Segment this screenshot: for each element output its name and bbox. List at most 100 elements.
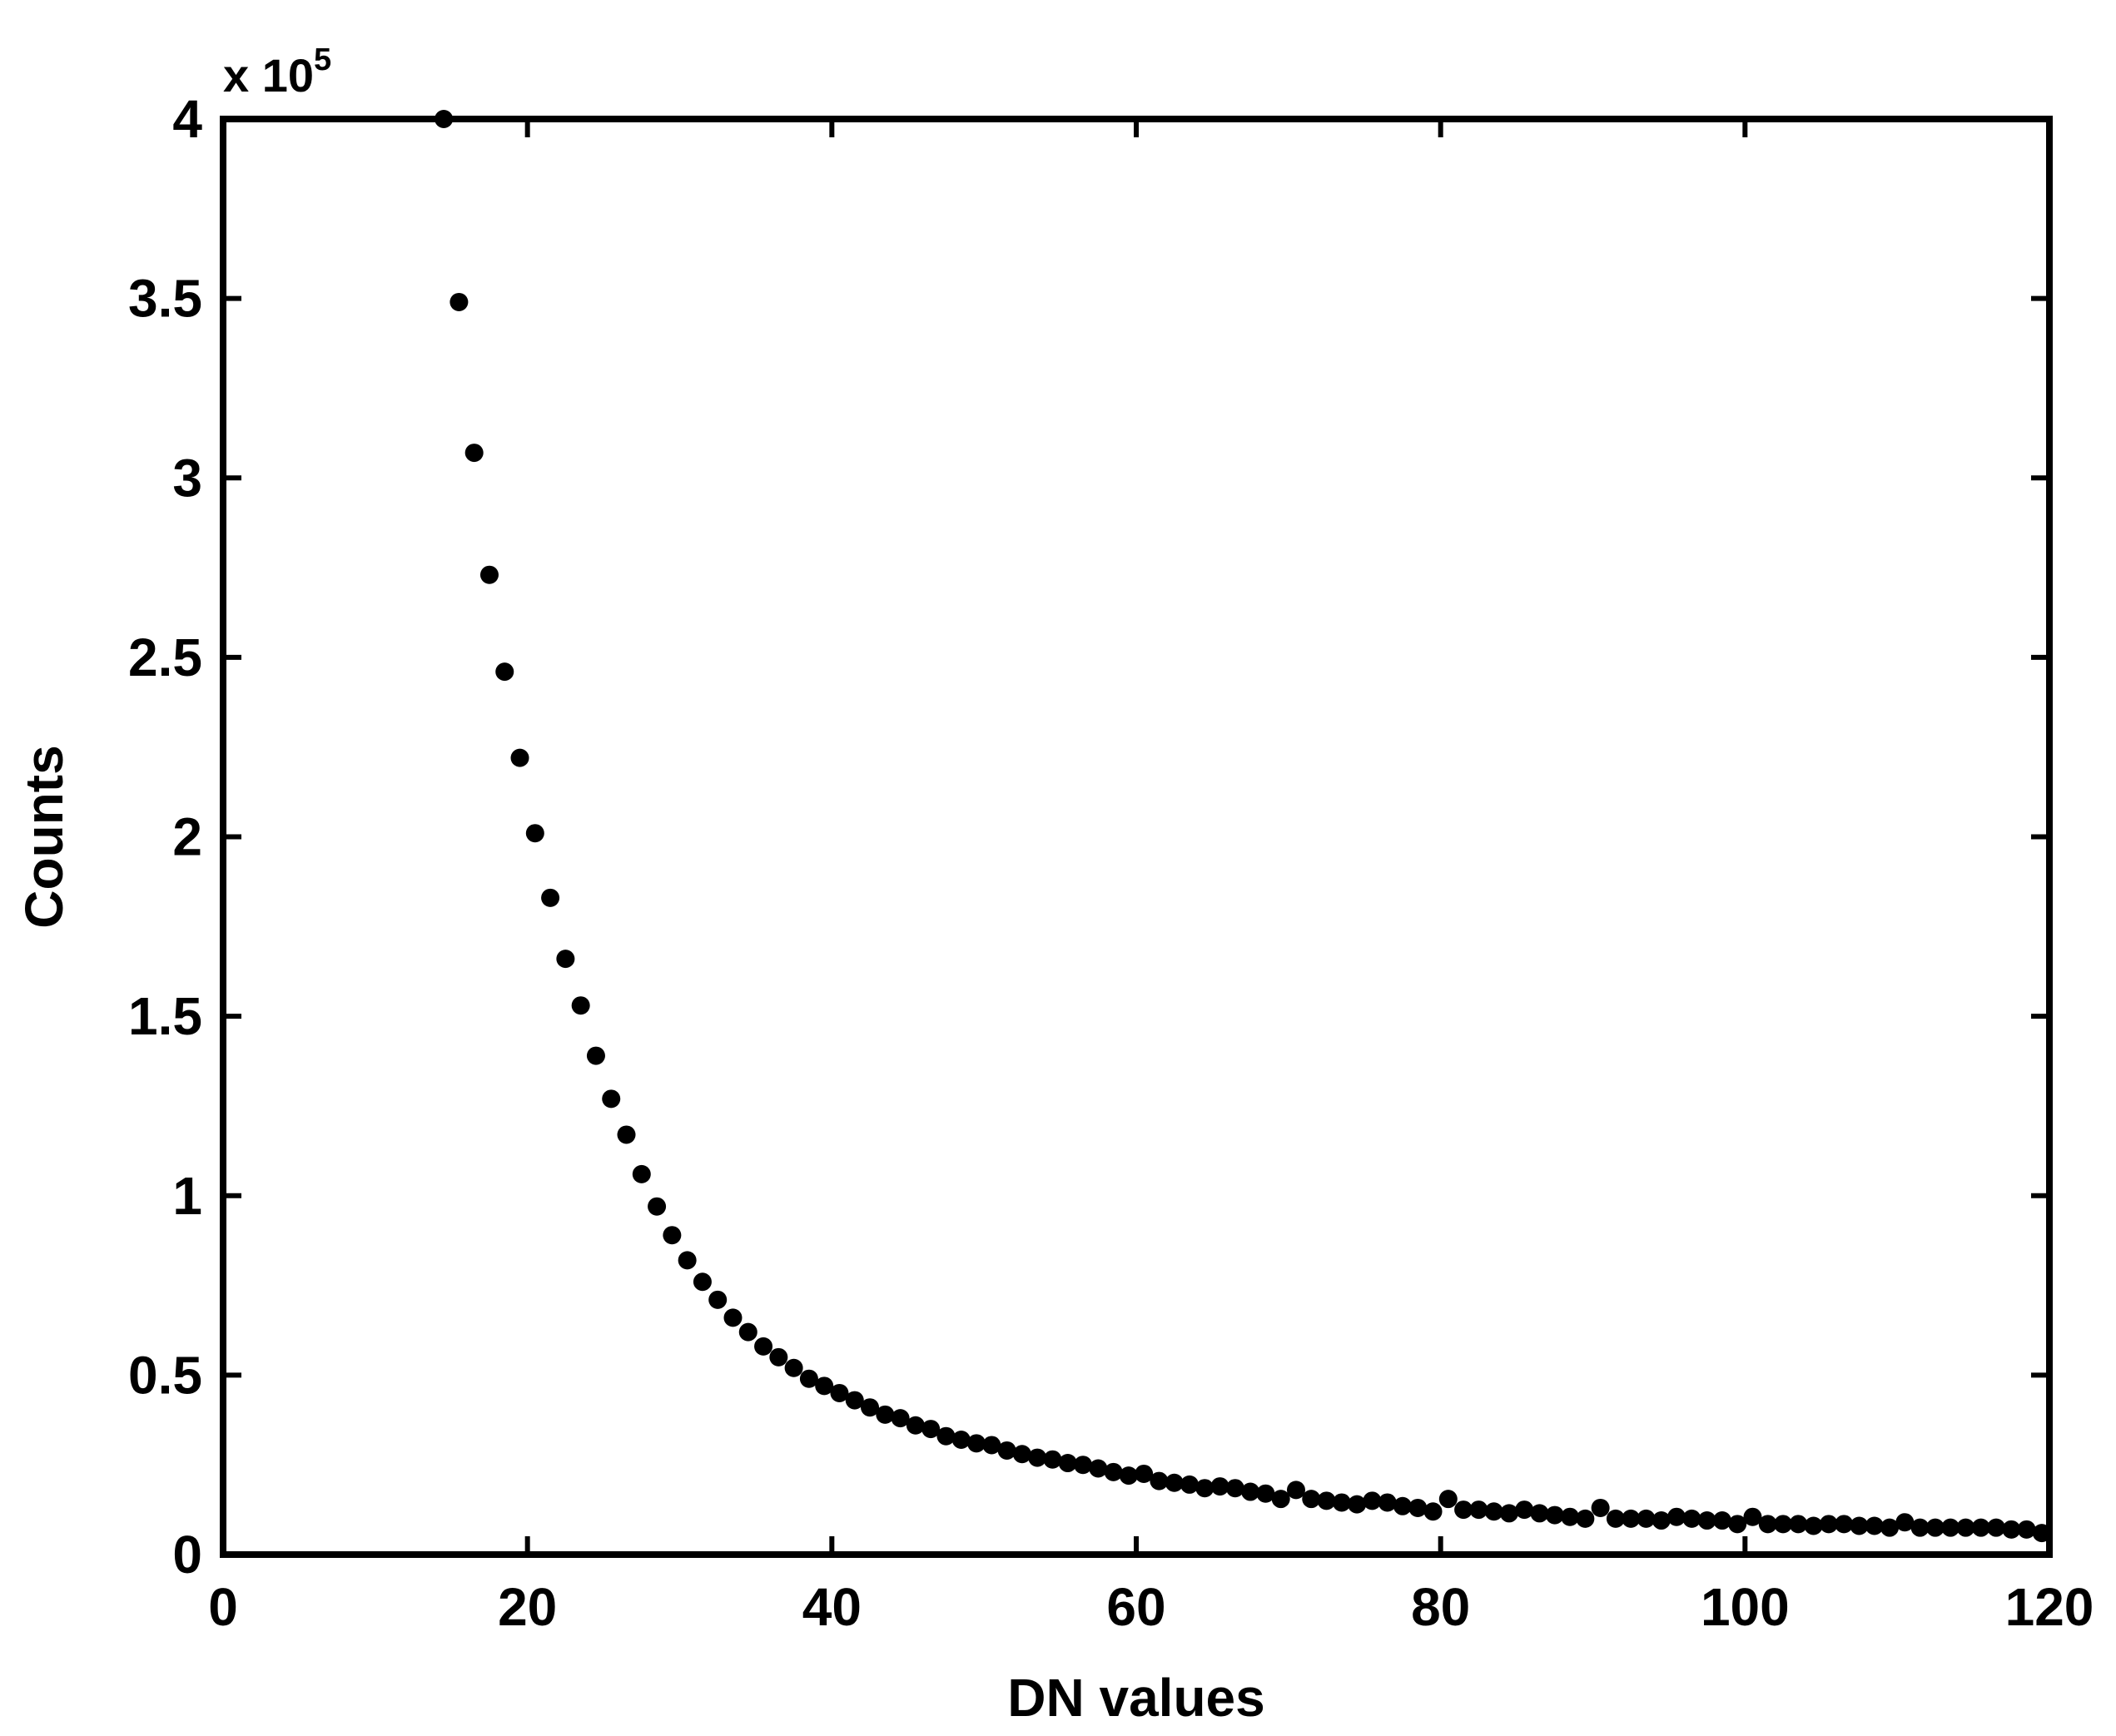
data-point	[1774, 1515, 1793, 1534]
data-point	[1697, 1511, 1716, 1530]
data-point	[479, 565, 499, 584]
y-tick-label: 2.5	[128, 627, 202, 687]
data-point	[906, 1416, 925, 1435]
data-point	[586, 1046, 605, 1065]
data-point	[1591, 1498, 1610, 1517]
data-point	[1180, 1475, 1199, 1494]
data-point	[1652, 1511, 1671, 1530]
data-point	[1530, 1504, 1549, 1523]
data-point	[876, 1405, 895, 1424]
data-point	[556, 950, 575, 969]
data-point	[1622, 1509, 1641, 1528]
data-point	[1743, 1507, 1762, 1526]
y-tick-label: 3	[172, 448, 202, 508]
data-point	[1286, 1481, 1305, 1500]
data-point	[1012, 1445, 1031, 1464]
exponent-base: x 10	[223, 49, 314, 102]
x-tick-label: 60	[1106, 1577, 1165, 1637]
data-point	[951, 1431, 971, 1449]
data-point	[2002, 1520, 2021, 1539]
data-point	[663, 1226, 682, 1245]
data-point	[1941, 1518, 1960, 1537]
y-tick-label: 0.5	[128, 1345, 202, 1405]
data-point	[708, 1290, 728, 1309]
y-tick-label: 3.5	[128, 269, 202, 329]
data-point	[571, 996, 590, 1015]
data-point	[1256, 1484, 1275, 1503]
data-point	[2017, 1520, 2036, 1539]
data-point	[1758, 1515, 1777, 1534]
data-point	[1241, 1482, 1260, 1501]
y-tick-label: 2	[172, 807, 202, 867]
y-tick-label: 0	[172, 1525, 202, 1585]
data-point	[1302, 1490, 1321, 1509]
data-point	[1104, 1462, 1123, 1481]
y-tick-label: 4	[172, 89, 202, 149]
data-point	[1606, 1509, 1625, 1528]
data-point	[541, 888, 560, 907]
data-point	[723, 1308, 743, 1327]
data-point	[921, 1420, 941, 1439]
x-tick-label: 20	[498, 1577, 557, 1637]
data-point	[525, 824, 544, 843]
data-point	[1789, 1515, 1808, 1534]
data-point	[1515, 1500, 1534, 1520]
x-axis-label: DN values	[1007, 1668, 1264, 1728]
data-point	[1438, 1490, 1458, 1509]
data-point	[754, 1337, 773, 1356]
data-point	[1150, 1471, 1169, 1490]
data-point	[799, 1369, 818, 1388]
y-tick-label: 1.5	[128, 986, 202, 1046]
data-point	[450, 292, 469, 311]
data-point	[1712, 1511, 1731, 1530]
data-point	[1545, 1505, 1564, 1525]
data-point	[1043, 1450, 1062, 1469]
data-point	[769, 1347, 788, 1366]
data-point	[1895, 1513, 1915, 1532]
data-point	[1363, 1491, 1382, 1510]
tick-labels: 0 20 40 60 80 100 120 0 0.5 1 1.5 2 2.5 3 3.5 4	[128, 89, 2094, 1637]
data-point	[1835, 1515, 1854, 1534]
data-point	[495, 662, 514, 682]
data-point	[1332, 1493, 1351, 1512]
data-point	[1423, 1502, 1443, 1521]
data-point	[1576, 1509, 1595, 1528]
data-point	[1089, 1459, 1108, 1478]
data-point	[1667, 1507, 1686, 1526]
data-points	[435, 110, 2051, 1543]
data-point	[1819, 1515, 1838, 1534]
data-point	[1910, 1518, 1930, 1537]
data-point	[784, 1358, 803, 1377]
data-point	[1408, 1498, 1428, 1517]
data-point	[1378, 1493, 1397, 1512]
data-point	[1682, 1509, 1701, 1528]
data-point	[1880, 1518, 1900, 1537]
data-point	[1925, 1518, 1945, 1537]
data-point	[830, 1383, 849, 1402]
data-point	[1393, 1496, 1412, 1515]
data-point	[982, 1436, 1001, 1455]
data-point	[997, 1441, 1016, 1460]
data-point	[1637, 1509, 1656, 1528]
x-tick-label: 100	[1701, 1577, 1790, 1637]
data-point	[1971, 1518, 1990, 1537]
data-point	[1210, 1477, 1229, 1496]
data-point	[1987, 1518, 2006, 1537]
data-point	[617, 1125, 636, 1144]
data-point	[1956, 1518, 1975, 1537]
data-point	[738, 1322, 757, 1342]
data-point	[1058, 1454, 1077, 1473]
data-point	[861, 1398, 880, 1417]
data-point	[1484, 1502, 1503, 1521]
data-point	[602, 1089, 621, 1109]
data-point	[1195, 1479, 1214, 1498]
data-point	[967, 1434, 986, 1453]
data-point	[1348, 1495, 1367, 1514]
data-point	[1728, 1515, 1747, 1534]
data-point	[1074, 1456, 1093, 1475]
data-point	[1271, 1490, 1290, 1509]
data-point	[1165, 1473, 1184, 1492]
y-tick-label: 1	[172, 1166, 202, 1226]
